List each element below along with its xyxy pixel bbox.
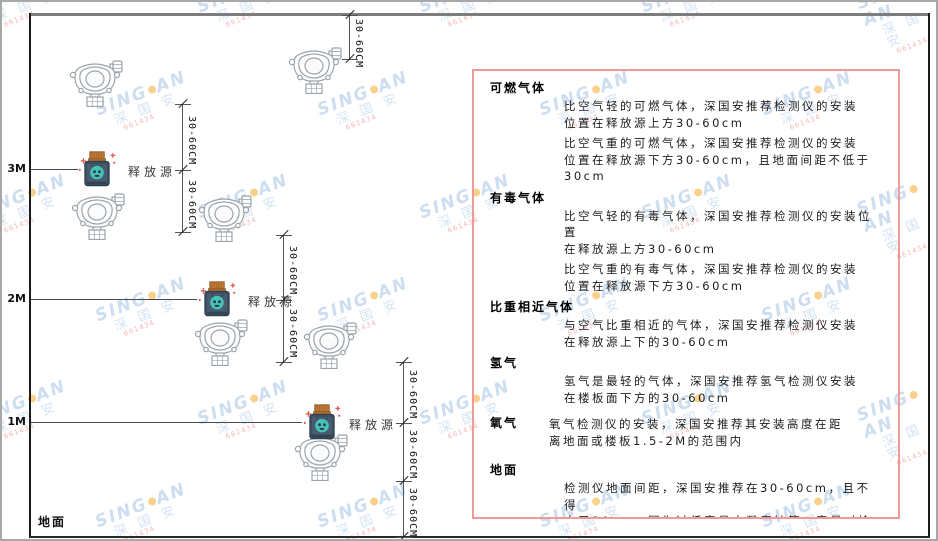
section-ground: 地面 检测仪地面间距，深国安推荐在30-60cm，且不得 小于30cm，因为过低… [490,463,882,517]
brand-dot-icon [908,183,919,194]
brand-watermark-code: 661434 [224,422,259,442]
left-wall-line [29,13,31,538]
release-source-icon [78,151,116,187]
dimension-line-2m: 30-60CM 30-60CM [276,229,298,367]
section-paragraph: 比空气重的有毒气体，深国安推荐检测仪的安装 位置在释放源下方30-60cm [564,262,858,293]
brand-dot-icon [368,289,379,301]
release-source-icon [303,404,341,440]
gas-detector-icon [194,319,248,366]
brand-dot-icon [368,83,379,95]
ceiling-line [29,13,930,16]
release-source-label: 释放源 [248,295,297,309]
brand-watermark-code: 661434 [2,216,37,236]
section-paragraph: 氧气检测仪的安装，深国安推荐其安装高度在距 离地面或楼板1.5-2M的范围内 [549,417,843,448]
marker-line-3m [31,169,78,170]
section-hydrogen: 氢气 氢气是最轻的气体，深国安推荐氢气检测仪安装 在楼板面下方的30-60cm [490,356,882,406]
brand-watermark-cn: 深 国 安 [0,193,61,232]
brand-watermark-cn: 深 国 安 [214,399,283,438]
release-source-icon [198,281,236,317]
dimension-label: 30-60CM [407,430,418,480]
installation-guide-panel: 可燃气体 比空气轻的可燃气体，深国安推荐检测仪的安装 位置在释放源上方30-60… [472,69,900,519]
dimension-label: 30-60CM [407,370,418,420]
gas-detector-icon [71,193,125,240]
brand-watermark-code: 661434 [895,36,930,56]
right-wall-line [928,13,930,538]
brand-watermark-code: 661434 [122,319,157,339]
brand-dot-icon [146,495,157,507]
brand-watermark-cn: 深 国 安 [112,502,181,541]
dimension-line-1m: 30-60CM 30-60CM 30-60CM [396,356,418,539]
dimension-line-ceiling: 30-60CM [342,9,364,68]
section-heading: 地面 [490,463,519,477]
dimension-label: 30-60CM [287,309,298,359]
height-label-3m: 3M [7,162,26,175]
section-heading: 可燃气体 [490,81,547,95]
section-oxygen: 氧气 氧气检测仪的安装，深国安推荐其安装高度在距 离地面或楼板1.5-2M的范围… [490,410,882,449]
brand-dot-icon [908,389,919,400]
dimension-label: 30-60CM [186,116,197,166]
gas-detector-icon [288,47,342,94]
section-similar-density-gas: 比重相近气体 与空气比重相近的气体，深国安推荐检测仪安装 在释放源上下的30-6… [490,300,882,350]
gas-detector-icon [303,322,357,369]
section-heading: 氧气 [490,416,519,430]
ground-label: 地面 [38,515,67,529]
brand-watermark-cn: 深 国 安 [334,90,403,129]
brand-dot-icon [368,495,379,507]
dimension-line-3m: 30-60CM 30-60CM [175,98,197,237]
section-toxic-gas: 有毒气体 比空气轻的有毒气体，深国安推荐检测仪的安装位置 在释放源上方30-60… [490,191,882,295]
dimension-label: 30-60CM [407,488,418,538]
section-heading: 氢气 [490,356,519,370]
dimension-label: 30-60CM [353,19,364,69]
gas-detector-icon [198,195,252,242]
height-label-1m: 1M [7,415,26,428]
brand-watermark-cn: 深 国 安 [334,502,403,541]
marker-line-2m [31,299,197,300]
release-source-label: 释放源 [128,165,177,179]
section-paragraph: 与空气比重相近的气体，深国安推荐检测仪安装 在释放源上下的30-60cm [564,318,858,349]
section-heading: 有毒气体 [490,190,547,205]
brand-dot-icon [248,392,259,404]
section-paragraph: 检测仪地面间距，深国安推荐在30-60cm，且不得 小于30cm，因为过低容易水… [564,481,871,517]
brand-watermark-code: 661434 [344,113,379,133]
section-paragraph: 氢气是最轻的气体，深国安推荐氢气检测仪安装 在楼板面下方的30-60cm [564,374,858,405]
dimension-label: 30-60CM [287,246,298,296]
marker-line-1m [31,422,302,423]
section-heading: 比重相近气体 [490,300,575,314]
section-paragraph: 比空气轻的有毒气体，深国安推荐检测仪的安装位置 在释放源上方30-60cm [564,208,872,256]
brand-dot-icon [146,83,157,95]
ground-line [29,536,930,538]
release-source-label: 释放源 [349,418,398,432]
section-paragraph: 比空气轻的可燃气体，深国安推荐检测仪的安装 位置在释放源上方30-60cm [564,99,858,130]
section-paragraph: 比空气重的可燃气体，深国安推荐检测仪的安装 位置在释放源下方30-60cm，且地… [564,136,871,183]
section-combustible-gas: 可燃气体 比空气轻的可燃气体，深国安推荐检测仪的安装 位置在释放源上方30-60… [490,81,882,185]
dimension-label: 30-60CM [186,180,197,230]
brand-watermark-code: 661434 [895,448,930,468]
brand-watermark-code: 661434 [895,242,930,262]
height-label-2m: 2M [7,292,26,305]
gas-detector-icon [69,60,123,107]
